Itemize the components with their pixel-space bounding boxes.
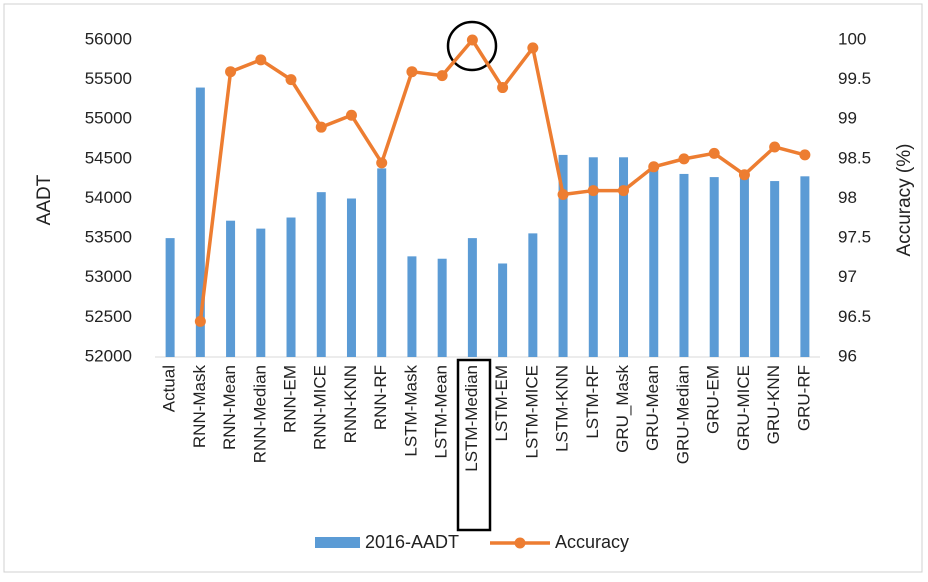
line-marker xyxy=(708,147,720,159)
x-tick-label: Actual xyxy=(160,365,179,412)
line-marker xyxy=(466,34,478,46)
line-marker xyxy=(255,54,267,66)
line-marker xyxy=(587,185,599,197)
highlight-box xyxy=(456,358,492,532)
bar xyxy=(407,256,417,357)
bar xyxy=(649,163,659,357)
line-marker xyxy=(769,141,781,153)
y-tick-label: 53500 xyxy=(85,228,132,247)
y2-tick-label: 96 xyxy=(838,346,857,365)
y2-tick-label: 97.5 xyxy=(838,228,871,247)
y2-tick-label: 97 xyxy=(838,267,857,286)
bar xyxy=(558,154,568,357)
x-tick-label: RNN-EM xyxy=(281,365,300,433)
line-marker xyxy=(527,42,539,54)
x-tick-label: GRU-EM xyxy=(704,365,723,434)
x-tick-label: RNN-RF xyxy=(371,365,390,430)
line-marker xyxy=(436,70,448,82)
y-tick-label: 54500 xyxy=(85,148,132,167)
bar xyxy=(679,173,689,357)
y-tick-label: 53000 xyxy=(85,267,132,286)
x-tick-label: LSTM-EM xyxy=(492,365,511,442)
x-tick-label: LSTM-MICE xyxy=(522,365,541,459)
x-tick-label: GRU-Median xyxy=(673,365,692,464)
x-tick-label: RNN-Mean xyxy=(220,365,239,450)
bar xyxy=(619,157,629,357)
bar xyxy=(770,181,780,357)
y2-tick-label: 100 xyxy=(838,29,866,48)
bar xyxy=(498,263,508,357)
x-tick-label: GRU-Mean xyxy=(643,365,662,451)
x-tick-label: LSTM-Median xyxy=(462,365,481,472)
x-tick-label: LSTM-Mask xyxy=(401,365,420,457)
line-marker xyxy=(376,157,388,169)
line-marker xyxy=(497,82,509,94)
bar xyxy=(256,228,266,357)
y2-tick-label: 98 xyxy=(838,188,857,207)
x-tick-label: RNN-MICE xyxy=(311,365,330,450)
x-tick-label: GRU_Mask xyxy=(613,365,632,453)
bar xyxy=(286,217,296,357)
bar xyxy=(226,220,236,357)
line-marker xyxy=(738,169,750,181)
line-marker xyxy=(225,66,237,78)
line-marker xyxy=(648,161,660,173)
legend-label: Accuracy xyxy=(555,532,629,552)
legend-swatch-marker xyxy=(514,537,526,549)
bar xyxy=(346,198,356,357)
line-marker xyxy=(315,121,327,133)
y-tick-label: 56000 xyxy=(85,29,132,48)
x-tick-label: LSTM-RF xyxy=(583,365,602,439)
y-tick-label: 52000 xyxy=(85,346,132,365)
bar xyxy=(195,87,205,358)
line-marker xyxy=(406,66,418,78)
line-marker xyxy=(194,315,206,327)
y2-tick-label: 96.5 xyxy=(838,307,871,326)
y-tick-label: 55000 xyxy=(85,109,132,128)
chart-frame xyxy=(3,3,923,573)
bar xyxy=(165,238,175,357)
y2-tick-label: 99 xyxy=(838,109,857,128)
y2-tick-label: 98.5 xyxy=(838,148,871,167)
bar xyxy=(437,258,447,357)
y-tick-label: 55500 xyxy=(85,69,132,88)
x-tick-label: LSTM-Mean xyxy=(432,365,451,459)
bar xyxy=(588,157,598,357)
legend-swatch xyxy=(315,537,360,548)
y-axis-title: AADT xyxy=(34,174,55,225)
x-tick-label: RNN-KNN xyxy=(341,365,360,443)
bar xyxy=(377,168,387,357)
line-marker xyxy=(285,74,297,86)
x-tick-label: RNN-Median xyxy=(250,365,269,463)
y2-tick-label: 99.5 xyxy=(838,69,871,88)
x-tick-label: GRU-RF xyxy=(794,365,813,431)
y-tick-label: 54000 xyxy=(85,188,132,207)
line-marker xyxy=(618,185,630,197)
bar xyxy=(528,233,538,357)
line-marker xyxy=(345,109,357,121)
x-tick-label: RNN-Mask xyxy=(190,365,209,449)
bar xyxy=(316,192,326,357)
bar xyxy=(709,177,719,357)
line-marker xyxy=(799,149,811,161)
bar xyxy=(739,176,749,357)
line-marker xyxy=(678,153,690,165)
legend-label: 2016-AADT xyxy=(365,532,459,552)
bar xyxy=(467,238,477,357)
x-tick-label: GRU-MICE xyxy=(734,365,753,451)
bar xyxy=(800,176,810,357)
y2-axis-title: Accuracy (%) xyxy=(894,144,915,257)
y-tick-label: 52500 xyxy=(85,307,132,326)
x-tick-label: GRU-KNN xyxy=(764,365,783,444)
line-marker xyxy=(557,189,569,201)
highlight-circle xyxy=(446,20,498,72)
x-tick-label: LSTM-KNN xyxy=(553,365,572,452)
